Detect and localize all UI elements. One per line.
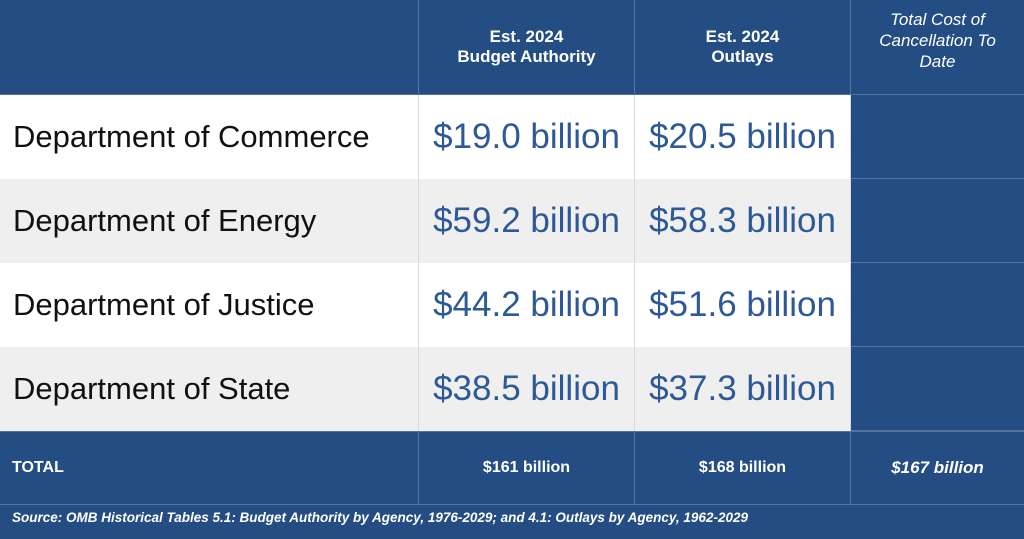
table-row-cancellation [851, 95, 1024, 179]
table-row-name: Department of State [0, 347, 419, 431]
table-row-budget: $59.2 billion [419, 179, 635, 263]
total-label: TOTAL [0, 431, 419, 505]
table-row-name: Department of Energy [0, 179, 419, 263]
table-row-budget: $38.5 billion [419, 347, 635, 431]
table-row-name: Department of Commerce [0, 95, 419, 179]
header-blank [0, 0, 419, 95]
table-row-outlays: $58.3 billion [635, 179, 851, 263]
table-row-outlays: $51.6 billion [635, 263, 851, 347]
table-row-budget: $19.0 billion [419, 95, 635, 179]
table-row-outlays: $20.5 billion [635, 95, 851, 179]
table-row-name: Department of Justice [0, 263, 419, 347]
header-budget-authority: Est. 2024 Budget Authority [419, 0, 635, 95]
header-cancellation: Total Cost of Cancellation To Date [851, 0, 1024, 95]
header-outlays: Est. 2024 Outlays [635, 0, 851, 95]
budget-table: Est. 2024 Budget Authority Est. 2024 Out… [0, 0, 1024, 505]
table-row-cancellation [851, 179, 1024, 263]
total-budget: $161 billion [419, 431, 635, 505]
header-cancellation-label: Total Cost of Cancellation To Date [879, 9, 996, 71]
total-outlays: $168 billion [635, 431, 851, 505]
table-row-outlays: $37.3 billion [635, 347, 851, 431]
header-outlays-label: Est. 2024 Outlays [705, 27, 780, 66]
table-row-cancellation [851, 263, 1024, 347]
source-note: Source: OMB Historical Tables 5.1: Budge… [12, 510, 748, 525]
table-row-cancellation [851, 347, 1024, 431]
header-budget-authority-label: Est. 2024 Budget Authority [457, 27, 596, 66]
total-cancellation: $167 billion [851, 431, 1024, 505]
table-row-budget: $44.2 billion [419, 263, 635, 347]
